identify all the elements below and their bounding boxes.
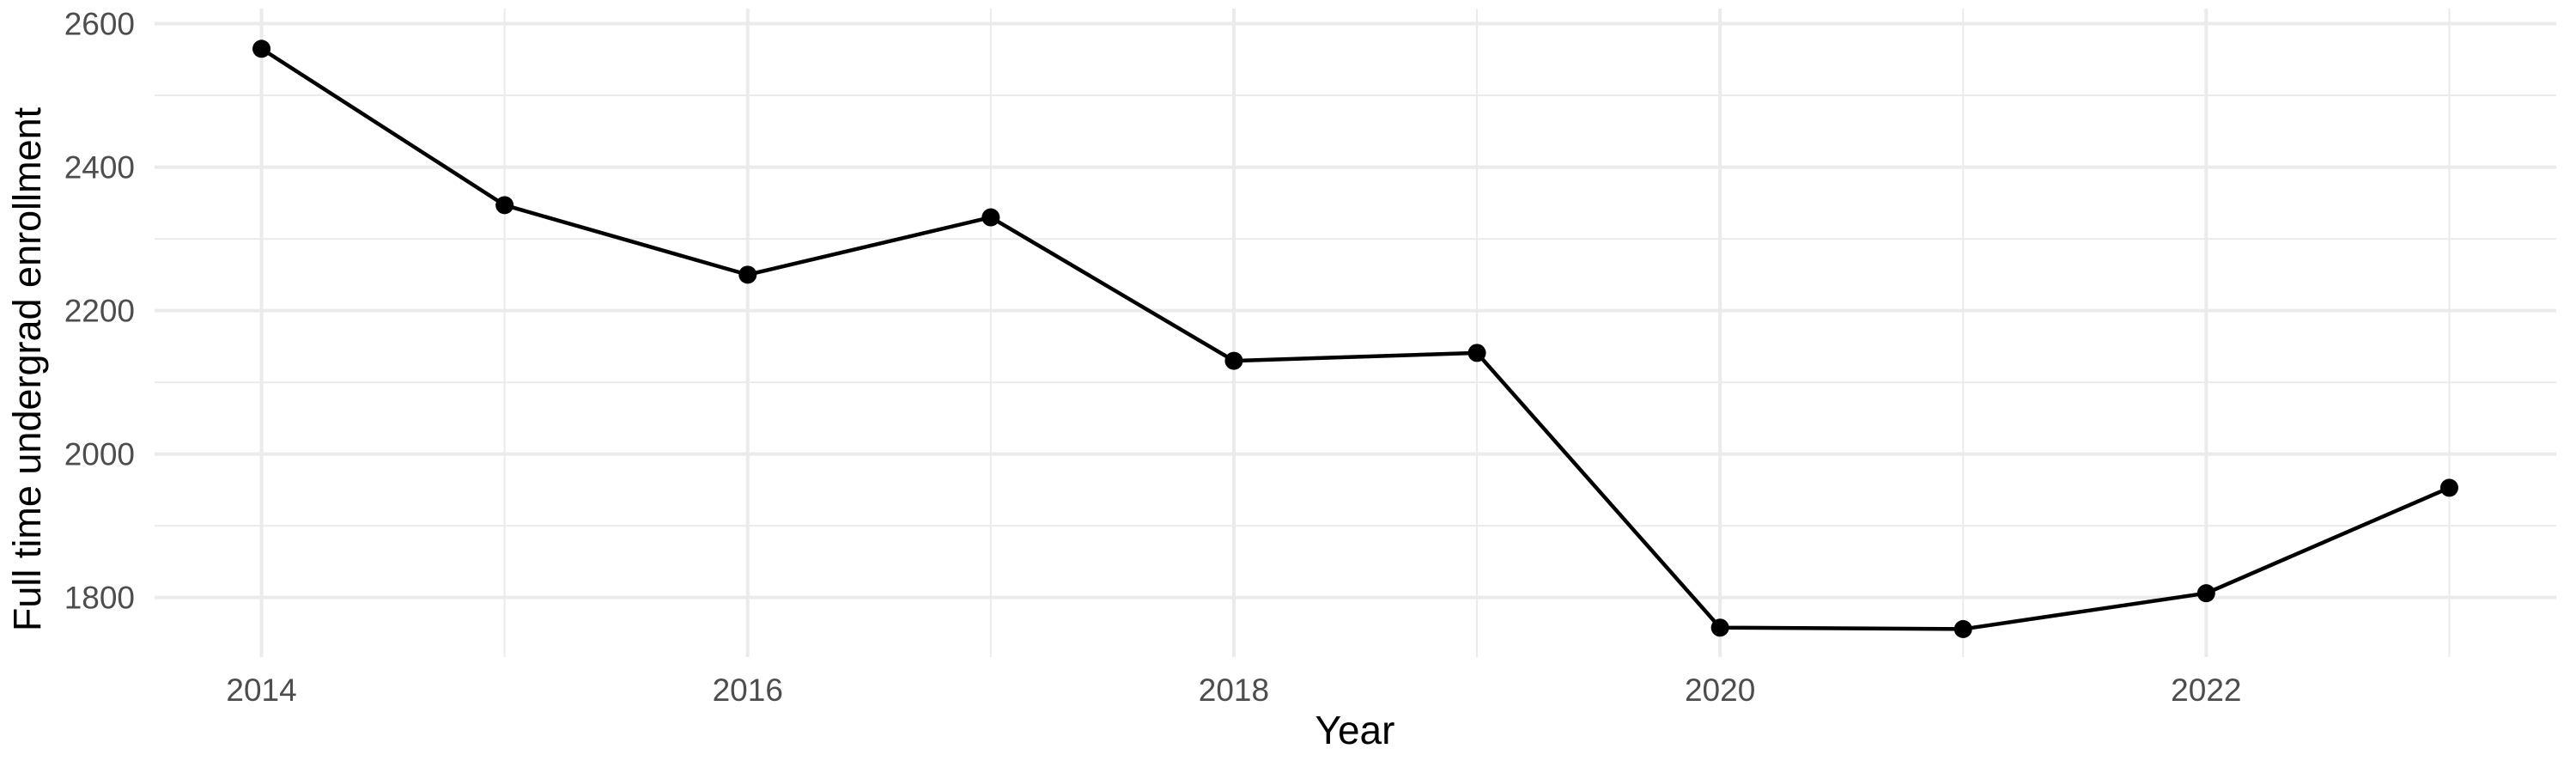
- data-point: [2439, 478, 2458, 497]
- data-point: [252, 40, 271, 58]
- data-points: [252, 40, 2458, 638]
- y-tick-label: 2200: [64, 294, 135, 329]
- y-axis-tick-labels: 1800 2000 2200 2400 2600: [64, 7, 135, 616]
- data-point: [495, 196, 514, 215]
- x-axis-title: Year: [1315, 708, 1395, 752]
- data-point: [738, 265, 757, 284]
- y-tick-label: 2400: [64, 150, 135, 186]
- data-point: [1467, 344, 1486, 362]
- x-tick-label: 2022: [2171, 673, 2241, 708]
- x-tick-label: 2016: [713, 673, 783, 708]
- data-point: [981, 208, 1000, 227]
- data-point: [1953, 619, 1972, 638]
- data-point: [1710, 618, 1729, 637]
- x-tick-label: 2018: [1199, 673, 1269, 708]
- x-tick-label: 2014: [226, 673, 296, 708]
- x-axis-tick-labels: 2014 2016 2018 2020 2022: [226, 673, 2241, 708]
- y-tick-label: 1800: [64, 581, 135, 616]
- data-point: [1224, 351, 1243, 370]
- gridlines-minor: [155, 9, 2556, 657]
- y-axis-title: Full time undergrad enrollment: [5, 107, 49, 631]
- gridlines-major: [155, 9, 2556, 657]
- data-point: [2196, 584, 2215, 603]
- y-tick-label: 2600: [64, 7, 135, 42]
- line-series: [260, 46, 2451, 631]
- x-tick-label: 2020: [1685, 673, 1755, 708]
- enrollment-line: [260, 46, 2451, 631]
- y-tick-label: 2000: [64, 437, 135, 472]
